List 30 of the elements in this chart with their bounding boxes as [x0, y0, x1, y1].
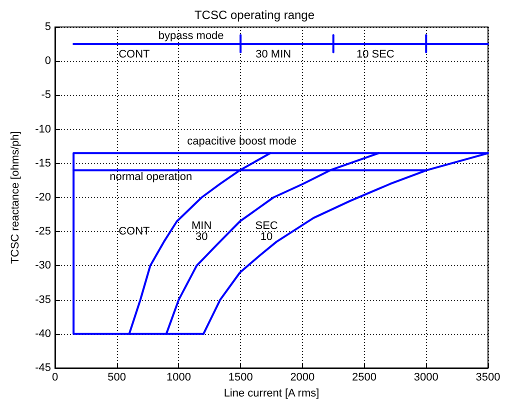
- annotation: 30 MIN: [256, 48, 292, 60]
- x-tick-label: 500: [108, 372, 126, 384]
- y-tick-label: -5: [41, 89, 51, 102]
- annotation: normal operation: [110, 171, 192, 184]
- annotation: CONT: [118, 48, 150, 60]
- annotation: CONT: [118, 226, 150, 238]
- x-tick-label: 1000: [166, 372, 191, 384]
- y-axis-title: TCSC reactance [ohms/ph]: [10, 131, 22, 264]
- annotation: SEC 10: [255, 220, 278, 244]
- y-tick-label: -35: [35, 294, 51, 306]
- y-tick-label: 5: [44, 21, 51, 33]
- y-tick-label: -10: [35, 123, 51, 136]
- annotation: bypass mode: [158, 30, 224, 42]
- x-tick-label: 3500: [476, 372, 500, 384]
- x-tick-label: 2500: [352, 372, 377, 384]
- y-tick-label: -40: [35, 328, 51, 340]
- chart-title: TCSC operating range: [194, 8, 315, 22]
- x-tick-label: 3000: [414, 372, 438, 384]
- annotation: MIN 30: [192, 220, 212, 244]
- y-tick-label: -15: [35, 157, 51, 170]
- y-tick-label: 0: [44, 55, 51, 68]
- y-tick-label: -20: [35, 192, 51, 204]
- x-tick-label: 1500: [228, 372, 253, 384]
- x-axis-title: Line current [A rms]: [224, 388, 320, 400]
- y-tick-label: -45: [35, 362, 51, 374]
- y-tick-label: -25: [35, 226, 51, 238]
- x-tick-label: 2000: [290, 372, 315, 384]
- y-tick-label: -30: [35, 260, 51, 272]
- annotation: 10 SEC: [356, 48, 394, 60]
- annotation: capacitive boost mode: [187, 136, 297, 148]
